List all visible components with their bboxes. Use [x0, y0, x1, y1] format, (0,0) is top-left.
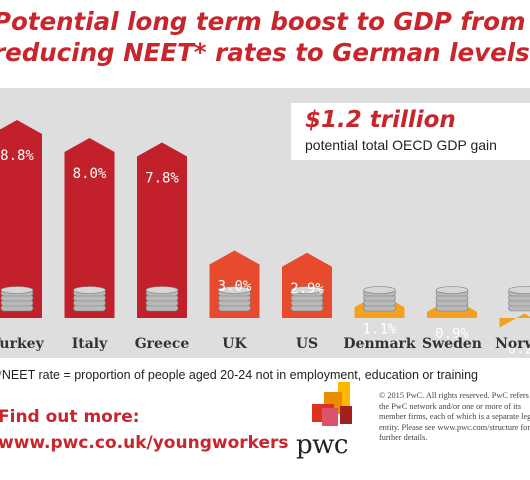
pwc-logo-blocks	[312, 382, 352, 426]
category-label-turkey: Turkey	[0, 336, 45, 352]
coin-top-turkey	[0, 286, 34, 294]
logo-block-rose	[322, 408, 338, 426]
category-label-us: US	[296, 336, 318, 352]
category-label-italy: Italy	[72, 336, 108, 352]
category-label-greece: Greece	[135, 336, 190, 352]
value-label-uk: 3.0%	[218, 279, 252, 295]
neet-footnote: *NEET rate = proportion of people aged 2…	[0, 368, 478, 382]
value-label-italy: 8.0%	[73, 166, 107, 182]
value-label-norway: 0.2%	[508, 342, 530, 358]
find-out-more: Find out more: www.pwc.co.uk/youngworker…	[0, 404, 289, 456]
title-line-2: reducing NEET* rates to German levels	[0, 38, 530, 67]
pwc-wordmark: pwc	[296, 430, 348, 460]
bar-chart: 8.8% Turkey 8.0% Italy 7.8% Greece 3.0% UK 2.9% U…	[0, 120, 530, 358]
chart-title: Potential long term boost to GDP from re…	[0, 6, 530, 68]
total-gain-value: $1.2 trillion	[305, 107, 456, 133]
youngworkers-link[interactable]: www.pwc.co.uk/youngworkers	[0, 433, 289, 453]
value-label-sweden: 0.9%	[435, 326, 469, 342]
value-label-greece: 7.8%	[145, 171, 179, 187]
total-gain-label: potential total OECD GDP gain	[305, 137, 497, 153]
category-label-sweden: Sweden	[422, 336, 482, 352]
category-label-denmark: Denmark	[343, 336, 415, 352]
coin-top-uk	[218, 286, 251, 294]
bar-greece	[137, 142, 187, 318]
coin-top-norway	[508, 286, 530, 294]
coin-top-greece	[145, 286, 179, 294]
coin-top-italy	[73, 286, 106, 294]
bar-norway	[499, 313, 530, 328]
value-label-us: 2.9%	[290, 281, 324, 297]
category-label-uk: UK	[222, 336, 247, 352]
value-label-turkey: 8.8%	[0, 148, 34, 164]
copyright-notice: © 2015 PwC. All rights reserved. PwC ref…	[379, 391, 530, 442]
bar-turkey	[0, 120, 42, 318]
coin-top-us	[290, 286, 324, 294]
total-gain-callout: $1.2 trillion potential total OECD GDP g…	[291, 103, 530, 160]
category-label-norway: Norway	[495, 336, 530, 352]
find-out-more-label: Find out more:	[0, 407, 140, 427]
value-label-denmark: 1.1%	[363, 321, 397, 337]
logo-block-red	[340, 406, 352, 424]
title-line-1: Potential long term boost to GDP from	[0, 7, 526, 36]
coin-top-sweden	[435, 286, 469, 294]
bar-italy	[64, 138, 115, 318]
coin-top-denmark	[363, 286, 396, 294]
